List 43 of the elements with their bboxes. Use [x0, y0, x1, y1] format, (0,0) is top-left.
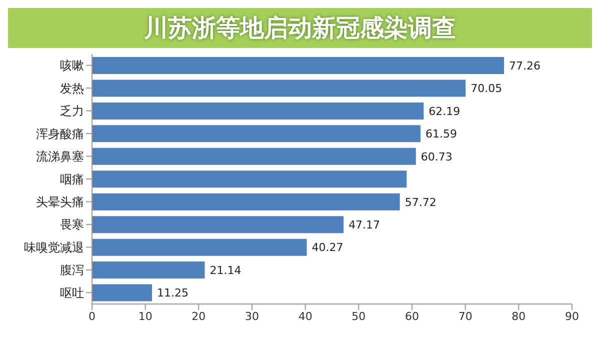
data-label: 62.19 — [428, 104, 460, 118]
y-tick-label: 浑身酸痛 — [36, 126, 84, 141]
data-label: 70.05 — [470, 82, 502, 96]
bar — [92, 216, 344, 234]
x-tick-label: 70 — [458, 310, 472, 323]
x-tick-label: 80 — [512, 310, 526, 323]
y-tick-label: 呕吐 — [60, 286, 84, 300]
data-label: 47.17 — [348, 218, 380, 232]
y-tick-label: 腹泻 — [60, 263, 84, 278]
data-label: 77.26 — [509, 59, 541, 72]
bar — [92, 193, 400, 210]
bar — [92, 80, 466, 97]
y-tick-label: 头晕头痛 — [36, 194, 84, 209]
data-label: 57.72 — [404, 196, 436, 209]
y-tick-label: 流涕鼻塞 — [36, 150, 84, 164]
bar — [92, 284, 152, 302]
bar — [92, 102, 424, 120]
data-label: 60.73 — [420, 150, 452, 164]
bar — [92, 238, 307, 256]
data-label: 11.25 — [157, 286, 188, 300]
x-tick-label: 20 — [192, 310, 206, 323]
bar — [92, 262, 205, 279]
x-tick-label: 50 — [352, 310, 366, 323]
bar — [92, 148, 416, 165]
y-tick-label: 乏力 — [60, 104, 84, 118]
data-label: 40.27 — [312, 241, 344, 254]
x-tick-label: 60 — [405, 310, 419, 323]
bar — [92, 125, 420, 142]
data-label: 61.59 — [425, 128, 457, 141]
x-tick-label: 30 — [245, 310, 259, 323]
y-tick-label: 咳嗽 — [60, 58, 84, 73]
y-tick-label: 畏寒 — [60, 218, 84, 232]
x-tick-label: 90 — [565, 310, 579, 323]
bar — [92, 170, 407, 188]
y-tick-label: 味嗅觉减退 — [24, 240, 84, 254]
chart-title: 川苏浙等地启动新冠感染调查 — [8, 8, 592, 48]
bar — [92, 57, 504, 74]
x-tick-label: 40 — [298, 310, 312, 323]
x-tick-label: 0 — [88, 310, 96, 323]
y-tick-label: 发热 — [60, 81, 84, 96]
x-tick-label: 10 — [138, 310, 152, 323]
y-tick-label: 咽痛 — [60, 172, 84, 186]
data-label: 21.14 — [210, 264, 242, 277]
